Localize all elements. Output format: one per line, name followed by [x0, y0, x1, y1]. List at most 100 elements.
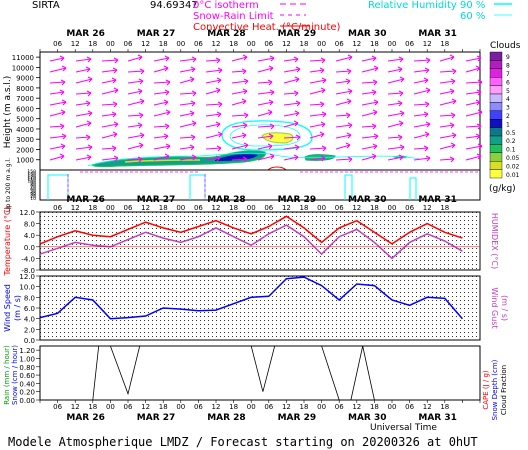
hour-label: 06 [264, 403, 273, 411]
colorbar-swatch [489, 144, 503, 153]
y-tick-label: 70 [30, 184, 36, 190]
wind-arrow-head [398, 120, 404, 127]
wind-arrow-head [87, 110, 93, 117]
wind-arrow-head [398, 56, 404, 63]
bottom-hour-labels: 06 12 18 00 06 12 18 00 06 12 18 00 06 12 18 00 06 12 18 00… [39, 400, 481, 411]
wind-arrow [335, 70, 352, 73]
wind-arrow [361, 81, 378, 84]
wind-arrow-head [425, 57, 431, 64]
wind-arrow-head [477, 79, 483, 86]
wind-arrow-head [113, 121, 119, 128]
wind-arrow [101, 123, 119, 128]
wind-arrow [309, 133, 325, 139]
wind-arrow [153, 81, 171, 84]
wind-arrow [335, 56, 353, 62]
wind-arrow [101, 103, 118, 106]
coords-label: 94.69347 [150, 0, 198, 11]
day-label: MAR 27 [137, 195, 176, 205]
wind-arrow [153, 155, 170, 161]
y-tick-label: 90 [30, 181, 36, 187]
wind-arrow [127, 134, 145, 139]
hour-label: 18 [229, 204, 238, 212]
wind-arrow-head [475, 133, 481, 140]
series-line-wind-speed [39, 276, 463, 320]
wind-arrow-head [85, 100, 91, 107]
hour-label: 12 [282, 204, 291, 212]
wind-arrow-head [449, 156, 455, 163]
day-label: MAR 28 [207, 413, 246, 423]
wind-arrow [361, 101, 379, 106]
hour-label: 00 [106, 403, 115, 411]
wind-arrow [49, 67, 67, 73]
wind-arrow [283, 146, 300, 150]
wind-arrow [413, 123, 431, 128]
wind-arrow [283, 156, 299, 161]
humidex-ylabel: HUMIDEX (°C) [490, 213, 499, 269]
wind-arrow [127, 56, 143, 62]
y-tick-label: 8.0 [24, 294, 35, 302]
colorbar-label: 8 [506, 63, 510, 70]
wind-arrow [283, 102, 301, 106]
hour-label: 06 [264, 204, 273, 212]
convective-heating [267, 166, 287, 171]
wind-arrow [387, 58, 404, 62]
y-tick-label: 0.80 [19, 364, 35, 372]
wind-arrow-head [347, 156, 353, 163]
hour-label: 12 [141, 40, 150, 48]
cloud-mid-yellow [261, 132, 294, 144]
colorbar-swatch [489, 110, 503, 120]
wind-arrow-head [320, 57, 326, 64]
wind-arrow-head [373, 133, 379, 140]
wind-arrow [231, 114, 249, 117]
y-tick-label: 0.00 [19, 397, 35, 405]
day-label: MAR 31 [418, 195, 457, 205]
wind-arrow [361, 57, 377, 62]
cloud-layer-low-core [215, 154, 258, 161]
wind-arrow [179, 68, 196, 73]
hour-label: 18 [440, 403, 449, 411]
surface-plot-area [39, 169, 481, 201]
wind-arrow-head [61, 133, 67, 140]
wind-arrow-head [345, 78, 351, 85]
day-label: MAR 26 [66, 195, 105, 205]
precip-panel: MAR 26 MAR 27 MAR 28 MAR 29 MAR 30 MAR 31 0.0… [3, 345, 508, 433]
colorbar-swatch [489, 127, 503, 137]
wind-arrow [231, 80, 249, 84]
wind-arrow [75, 58, 92, 62]
clouds-colorbar: 9 876 54 321 0.50.2 0.10.050.02 0.01 [489, 51, 520, 179]
colorbar-swatch [489, 135, 503, 145]
wind-arrow-head [190, 66, 196, 73]
day-label: MAR 31 [418, 413, 457, 423]
wind-arrow-head [423, 145, 429, 152]
precip-plot-area [39, 345, 481, 401]
hour-label: 00 [317, 40, 326, 48]
y-tick-label: 10.0 [19, 284, 35, 292]
wind-arrow-head [320, 121, 326, 128]
y-tick-label: 60 [30, 186, 36, 192]
hour-label: 06 [335, 403, 344, 411]
wind-arrow-head [191, 90, 197, 97]
wind-arrow-head [371, 123, 377, 130]
wind-arrow-head [268, 133, 274, 140]
wind-arrow-head [424, 101, 430, 108]
wind-arrow [283, 92, 299, 95]
hour-label: 18 [370, 403, 379, 411]
wind-arrow [283, 78, 300, 84]
day-label: MAR 26 [66, 29, 105, 39]
wind-arrow-head [111, 145, 117, 152]
y-tick-label: 1000 [16, 157, 34, 165]
wind-arrow [101, 147, 117, 150]
wind-arrow-head [346, 68, 352, 75]
wind-arrow-head [397, 134, 403, 141]
wind-arrow [49, 155, 65, 161]
wind-arrow-head [215, 155, 221, 162]
wind-arrow-head [113, 155, 119, 162]
wind-arrow-head [294, 144, 300, 151]
wind-arrow [335, 80, 351, 84]
wind-arrow [413, 69, 430, 73]
wind-arrow [361, 111, 378, 117]
hour-label: 06 [53, 403, 62, 411]
y-tick-label: 140 [27, 171, 36, 177]
wind-arrow [439, 134, 457, 139]
hour-label: 12 [282, 403, 291, 411]
